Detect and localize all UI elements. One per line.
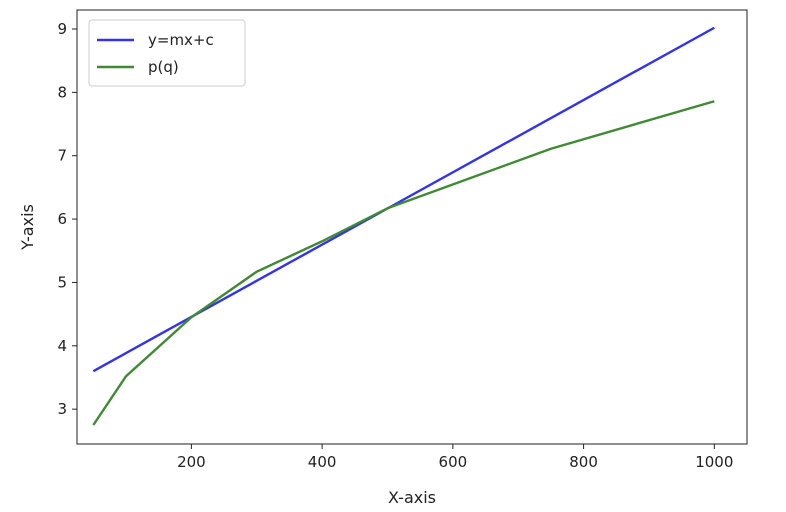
plot-frame: [76, 9, 748, 445]
y-tick-label: 5: [57, 273, 67, 291]
y-tick-label: 3: [57, 400, 67, 418]
legend: y=mx+c p(q): [88, 19, 246, 87]
y-tick-label: 8: [57, 83, 67, 101]
series-line-2: [92, 100, 715, 426]
x-tick-label: 1000: [695, 453, 733, 471]
legend-label-2: p(q): [148, 58, 179, 76]
x-tick-label: 800: [569, 453, 598, 471]
legend-label-1: y=mx+c: [148, 31, 214, 49]
x-axis-ticks: 200 400 600 800 1000: [177, 444, 733, 471]
y-axis-ticks: 3 4 5 6 7 8 9: [57, 20, 77, 418]
y-tick-label: 4: [57, 337, 67, 355]
legend-box: [88, 19, 246, 87]
y-tick-label: 6: [57, 210, 67, 228]
y-tick-label: 7: [57, 147, 67, 165]
x-tick-label: 200: [177, 453, 206, 471]
x-tick-label: 600: [439, 453, 468, 471]
y-axis-label: Y-axis: [18, 204, 37, 251]
y-tick-label: 9: [57, 20, 67, 38]
x-tick-label: 400: [308, 453, 337, 471]
series-layer: [92, 26, 715, 426]
x-axis-label: X-axis: [388, 488, 436, 507]
